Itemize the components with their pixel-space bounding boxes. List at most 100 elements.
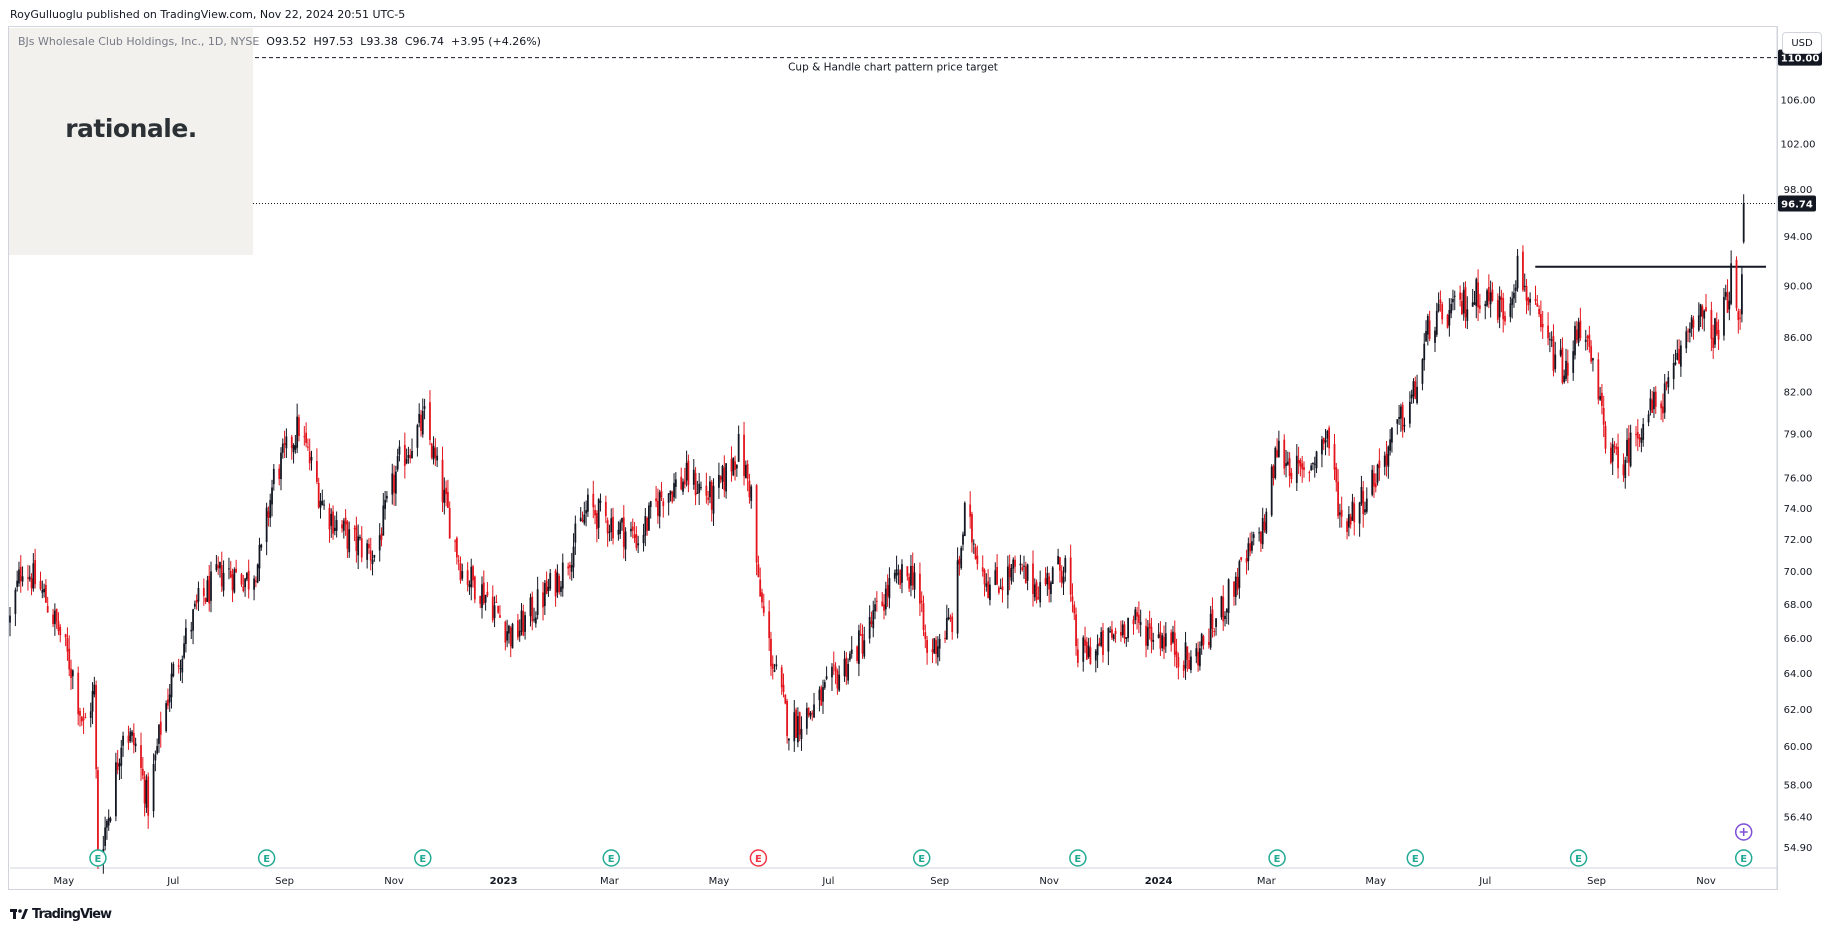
candle-body (522, 611, 525, 636)
candle-body (1265, 511, 1268, 533)
y-tick-label: 58.00 (1784, 781, 1813, 792)
candle-body (394, 471, 397, 494)
candle-body (1638, 437, 1641, 440)
target-annotation: Cup & Handle chart pattern price target (788, 62, 998, 74)
candle-body (1051, 567, 1054, 585)
candle-body (348, 529, 351, 553)
candle-body (271, 487, 273, 505)
currency-button[interactable]: USD (1782, 32, 1822, 54)
candle-body (971, 514, 973, 543)
earnings-marker-icon[interactable] (1069, 849, 1087, 867)
candle-body (1364, 509, 1366, 513)
candle-body (933, 638, 936, 654)
candle-body (1489, 292, 1492, 305)
candle-body (805, 708, 808, 729)
candle-body (850, 649, 853, 654)
candle-body (718, 475, 720, 488)
candle-body (949, 617, 952, 619)
earnings-marker-icon[interactable] (602, 849, 620, 867)
candle-body (265, 507, 268, 542)
candle-body (1473, 302, 1476, 305)
candle-body (210, 571, 212, 601)
candle-body (608, 531, 611, 533)
candle-body (246, 572, 248, 580)
candle-body (1723, 296, 1725, 336)
candle-body (52, 614, 54, 625)
candle-body (129, 731, 132, 742)
candle-body (1044, 578, 1047, 585)
candle-body (170, 673, 173, 698)
candle-body (1006, 566, 1009, 595)
candle-body (908, 576, 911, 589)
candle-body (1326, 431, 1329, 439)
candle-body (646, 517, 649, 531)
candle-body (599, 500, 602, 503)
candle-body (9, 615, 11, 623)
candle-body (497, 605, 500, 613)
candle-body (883, 604, 885, 611)
candle-body (1170, 632, 1173, 646)
y-tick-label: 72.00 (1784, 535, 1813, 546)
candle-body (1308, 472, 1311, 474)
candle-body (1048, 576, 1051, 590)
candle-body (1627, 438, 1630, 463)
earnings-marker-icon[interactable] (912, 849, 931, 867)
symbol-name[interactable]: BJs Wholesale Club Holdings, Inc., 1D, N… (18, 35, 260, 48)
candle-body (730, 459, 733, 472)
candle-body (606, 520, 609, 534)
candle-body (1333, 443, 1336, 470)
earnings-marker-icon[interactable] (414, 849, 432, 867)
candle-body (193, 603, 196, 607)
x-tick-label: Nov (1696, 876, 1716, 887)
candle-body (368, 544, 370, 549)
candle-body (333, 527, 336, 531)
candle-body (332, 511, 334, 534)
candle-body (622, 517, 625, 547)
candle-body (229, 570, 232, 578)
candle-body (434, 448, 437, 458)
candle-body (985, 583, 988, 587)
candle-body (1163, 636, 1165, 650)
candle-body (1534, 299, 1537, 301)
candle-body (843, 658, 846, 677)
candle-body (1615, 446, 1618, 450)
candle-body (1014, 559, 1016, 567)
candle-body (938, 639, 941, 649)
candle-body (202, 588, 205, 596)
candle-body (1539, 314, 1542, 327)
candle-body (1347, 514, 1350, 528)
candle-body (823, 682, 826, 688)
candle-body (296, 416, 299, 448)
earnings-marker-icon[interactable] (1569, 849, 1588, 867)
candle-body (184, 627, 187, 644)
candle-body (1622, 464, 1625, 476)
candle-body (1148, 623, 1151, 629)
candle-body (1478, 305, 1481, 309)
footer-brand[interactable]: TradingView (10, 907, 112, 922)
candle-body (79, 711, 81, 716)
earnings-marker-icon[interactable] (749, 849, 768, 867)
high-value: H97.53 (313, 35, 354, 48)
candle-body (256, 564, 259, 583)
earnings-marker-icon[interactable] (89, 849, 107, 867)
candle-body (1107, 627, 1110, 652)
earnings-marker-label: E (918, 854, 925, 865)
candle-body (57, 621, 60, 632)
candle-body (656, 500, 659, 516)
candle-body (875, 600, 878, 602)
candle-body (1303, 467, 1305, 470)
candle-body (1286, 461, 1289, 465)
candle-body (1471, 302, 1474, 307)
earnings-marker-icon[interactable] (1406, 849, 1425, 867)
earnings-marker-icon[interactable] (1268, 849, 1286, 867)
candle-body (1290, 472, 1293, 480)
candle-body (951, 616, 954, 633)
candle-body (109, 818, 112, 822)
candle-body (1240, 557, 1243, 560)
candle-body (1640, 437, 1643, 443)
earnings-marker-icon[interactable] (257, 849, 276, 867)
tradingview-logo-icon (10, 909, 28, 919)
earnings-marker-icon[interactable] (1734, 849, 1753, 867)
earnings-marker-label: E (1074, 854, 1081, 865)
